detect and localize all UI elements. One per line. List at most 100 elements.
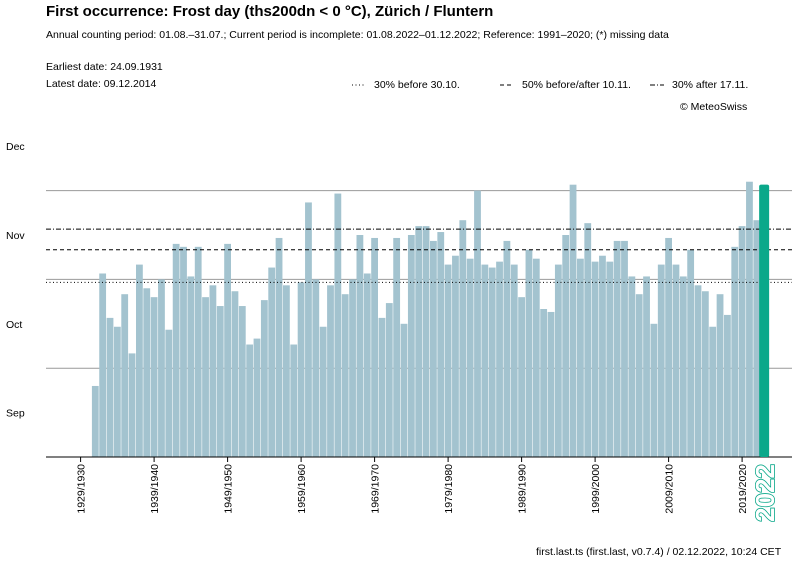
bar-1939 [150, 297, 158, 457]
x-tick-label-0: 1929/1930 [76, 464, 88, 514]
bar-1973 [400, 323, 408, 457]
y-tick-label-dec: Dec [6, 141, 25, 153]
footer-text: first.last.ts (first.last, v0.7.4) / 02.… [536, 546, 782, 558]
bar-1963 [327, 285, 334, 457]
reference-lines [46, 228, 792, 283]
x-tick-label-7: 1999/2000 [590, 464, 602, 514]
bar-1949 [224, 243, 231, 457]
bar-1995 [562, 235, 570, 457]
bar-1987 [503, 240, 511, 457]
earliest-date: Earliest date: 24.09.1931 [46, 61, 163, 73]
bar-1966 [349, 279, 356, 457]
bar-1970 [378, 317, 386, 457]
bar-2017 [724, 314, 731, 457]
bar-1972 [393, 237, 401, 457]
bar-1974 [407, 235, 415, 457]
legend-30-after: 30% after 17.11. [650, 79, 748, 91]
bar-2000 [599, 255, 606, 457]
bar-1971 [385, 303, 393, 457]
bar-1932 [99, 273, 107, 457]
bar-2002 [613, 240, 621, 457]
bar-1984 [481, 264, 489, 457]
bar-2014 [701, 291, 709, 457]
dotted-line-icon [352, 84, 366, 86]
y-tick-label-nov: Nov [6, 230, 25, 242]
bar-1934 [113, 326, 121, 457]
bar-1953 [253, 338, 261, 457]
bar-1936 [128, 353, 136, 457]
bar-1941 [165, 329, 173, 457]
bar-1975 [415, 226, 423, 457]
bar-1983 [474, 190, 481, 457]
bar-1942 [172, 243, 180, 457]
bar-1988 [510, 264, 518, 457]
bar-1978 [437, 232, 445, 457]
bar-1990 [525, 249, 533, 457]
bar-2010 [672, 264, 680, 457]
bar-2006 [643, 276, 650, 457]
dashdot-line-icon [650, 84, 664, 86]
bar-1937 [136, 264, 143, 457]
bar-1997 [577, 258, 584, 457]
bar-1964 [334, 193, 342, 457]
bar-1967 [356, 235, 364, 457]
bar-1945 [194, 246, 202, 457]
bars [91, 181, 768, 457]
bar-1933 [106, 317, 114, 457]
x-tick-label-4: 1969/1970 [370, 464, 382, 514]
latest-date: Latest date: 09.12.2014 [46, 78, 157, 90]
bar-1977 [430, 240, 437, 457]
bar-1931 [91, 385, 99, 457]
bar-1985 [488, 267, 496, 457]
bar-1968 [363, 273, 371, 457]
axes: Sep Oct Nov Dec 1929/1930 1939/1940 1949/1950 1… [6, 141, 792, 514]
bar-1958 [290, 344, 298, 457]
bar-1994 [554, 264, 562, 457]
dashed-line-icon [500, 84, 514, 86]
y-tick-label-sep: Sep [6, 408, 25, 420]
bar-1982 [466, 258, 474, 457]
copyright: © MeteoSwiss [680, 101, 748, 113]
bar-1996 [569, 184, 577, 457]
bar-2004 [628, 276, 636, 457]
bar-2021 [753, 220, 761, 457]
bar-2011 [679, 276, 687, 457]
bar-1998 [584, 223, 592, 457]
bar-2012 [687, 249, 695, 457]
legend-30-after-label: 30% after 17.11. [672, 79, 749, 91]
x-tick-label-2: 1949/1950 [223, 464, 235, 514]
legend-30-before: 30% before 30.10. [352, 79, 460, 91]
x-tick-label-6: 1989/1990 [517, 464, 529, 514]
bar-1948 [216, 306, 224, 457]
bar-1947 [209, 285, 217, 457]
bar-1986 [496, 261, 503, 457]
x-tick-label-9: 2019/2020 [737, 464, 749, 514]
bar-1938 [143, 288, 151, 457]
bar-2008 [657, 264, 665, 457]
legend-50-label: 50% before/after 10.11. [522, 79, 631, 91]
bar-1944 [187, 276, 195, 457]
current-season: 2022 [749, 184, 781, 523]
bar-2018 [731, 246, 739, 457]
x-tick-label-8: 2009/2010 [664, 464, 676, 514]
bar-current-season [759, 184, 770, 457]
bar-2016 [716, 294, 724, 457]
bar-1946 [202, 297, 209, 457]
y-tick-label-oct: Oct [6, 319, 22, 331]
bar-1991 [532, 258, 540, 457]
chart-title: First occurrence: Frost day (ths200dn < … [46, 3, 494, 20]
bar-2019 [738, 226, 746, 457]
bar-1993 [547, 311, 555, 457]
x-tick-label-1: 1939/1940 [149, 464, 161, 514]
bar-1940 [158, 279, 165, 457]
bar-2009 [665, 237, 672, 457]
bar-1950 [231, 291, 239, 457]
bar-1980 [452, 255, 459, 457]
bar-1976 [422, 226, 430, 457]
bar-1952 [246, 344, 254, 457]
bar-1969 [371, 237, 378, 457]
bar-1979 [444, 264, 452, 457]
bar-2005 [635, 294, 643, 457]
bar-1960 [305, 202, 312, 457]
